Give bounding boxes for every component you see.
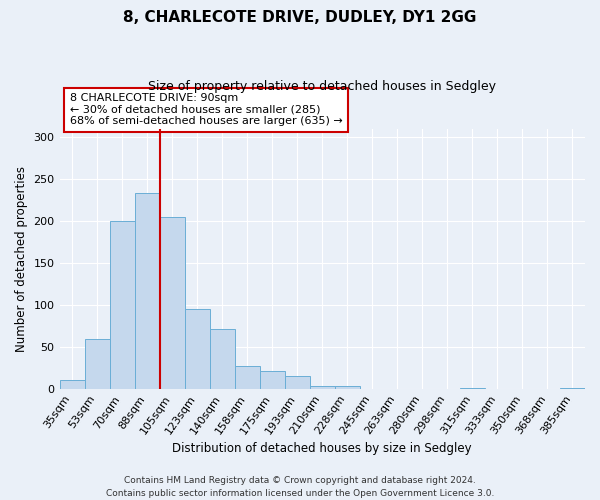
Y-axis label: Number of detached properties: Number of detached properties [15, 166, 28, 352]
Bar [85, 340, 110, 389]
Bar [310, 386, 335, 389]
Bar [160, 217, 185, 389]
Bar [235, 366, 260, 389]
Text: Contains HM Land Registry data © Crown copyright and database right 2024.
Contai: Contains HM Land Registry data © Crown c… [106, 476, 494, 498]
Title: Size of property relative to detached houses in Sedgley: Size of property relative to detached ho… [148, 80, 496, 93]
Bar [209, 330, 235, 389]
X-axis label: Distribution of detached houses by size in Sedgley: Distribution of detached houses by size … [172, 442, 472, 455]
Bar [110, 221, 134, 389]
Bar [335, 386, 360, 389]
Text: 8, CHARLECOTE DRIVE, DUDLEY, DY1 2GG: 8, CHARLECOTE DRIVE, DUDLEY, DY1 2GG [124, 10, 476, 25]
Bar [285, 376, 310, 389]
Bar [560, 388, 585, 389]
Bar [460, 388, 485, 389]
Bar [59, 380, 85, 389]
Bar [134, 192, 160, 389]
Bar [260, 372, 285, 389]
Text: 8 CHARLECOTE DRIVE: 90sqm
← 30% of detached houses are smaller (285)
68% of semi: 8 CHARLECOTE DRIVE: 90sqm ← 30% of detac… [70, 93, 343, 126]
Bar [185, 309, 209, 389]
